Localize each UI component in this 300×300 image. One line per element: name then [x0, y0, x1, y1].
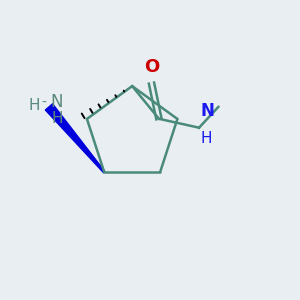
Text: H: H: [28, 98, 40, 113]
Text: -: -: [41, 95, 46, 110]
Text: H: H: [52, 111, 63, 126]
Text: O: O: [144, 58, 159, 76]
Text: N: N: [200, 102, 214, 120]
Text: N: N: [50, 93, 63, 111]
Text: H: H: [200, 131, 212, 146]
Polygon shape: [45, 104, 105, 173]
